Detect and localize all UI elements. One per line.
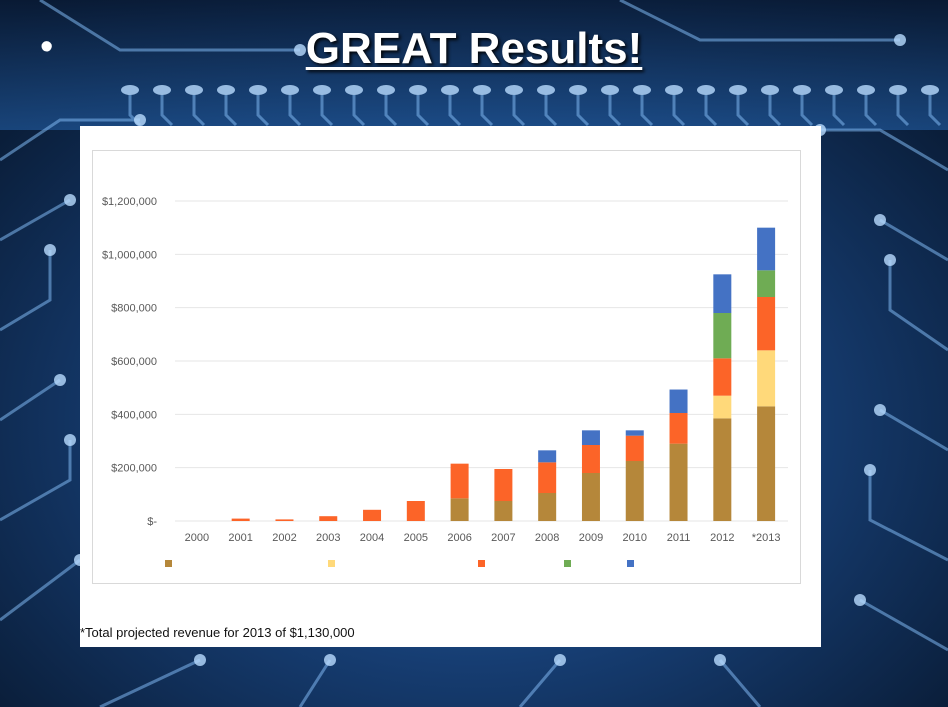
- x-tick-label: 2000: [185, 532, 209, 544]
- bar-segment: [625, 435, 644, 461]
- y-tick-label: $600,000: [111, 356, 157, 368]
- x-tick-label: 2005: [404, 532, 428, 544]
- x-tick-label: 2011: [667, 532, 691, 544]
- x-tick-label: 2008: [535, 532, 559, 544]
- bar-segment: [319, 516, 338, 521]
- bar-segment: [757, 406, 776, 521]
- y-tick-label: $1,200,000: [102, 196, 157, 208]
- bar-segment: [625, 461, 644, 521]
- bar-segment: [494, 469, 513, 501]
- bar-segment: [275, 519, 294, 521]
- bar-segment: [757, 297, 776, 351]
- x-tick-label: 2003: [316, 532, 340, 544]
- x-tick-label: 2007: [491, 532, 515, 544]
- bar-segment: [231, 518, 250, 521]
- legend-swatch: [627, 560, 634, 567]
- bar-segment: [713, 313, 732, 359]
- x-tick-label: *2013: [752, 532, 781, 544]
- bar-segment: [538, 450, 557, 463]
- y-tick-label: $1,000,000: [102, 249, 157, 261]
- x-tick-label: 2004: [360, 532, 384, 544]
- y-tick-label: $200,000: [111, 463, 157, 475]
- bar-segment: [669, 413, 688, 444]
- chart-card: $- $200,000 $400,000 $600,000 $800,000 $1,000…: [80, 126, 821, 647]
- x-tick-label: 2002: [272, 532, 296, 544]
- slide-title: GREAT Results!: [305, 24, 643, 73]
- bar-segment: [713, 395, 732, 419]
- x-tick-label: 2009: [579, 532, 603, 544]
- bar-segment: [450, 463, 469, 499]
- legend-swatch: [564, 560, 571, 567]
- y-tick-label: $-: [147, 516, 157, 528]
- bar-segment: [669, 443, 688, 521]
- chart-footnote: *Total projected revenue for 2013 of $1,…: [80, 625, 355, 640]
- bar-segment: [625, 430, 644, 436]
- legend-swatch: [478, 560, 485, 567]
- bar-segment: [757, 350, 776, 407]
- x-tick-label: 2012: [710, 532, 734, 544]
- legend-swatch: [328, 560, 335, 567]
- bar-segment: [450, 498, 469, 521]
- bar-segment: [406, 501, 425, 521]
- bar-segment: [538, 493, 557, 521]
- y-tick-label: $400,000: [111, 409, 157, 421]
- x-tick-label: 2001: [228, 532, 252, 544]
- bar-segment: [669, 389, 688, 413]
- bar-segment: [581, 430, 600, 445]
- bar-segment: [581, 445, 600, 473]
- bar-segment: [757, 227, 776, 271]
- bar-segment: [713, 358, 732, 396]
- bar-segment: [757, 270, 776, 297]
- bar-segment: [713, 274, 732, 313]
- bar-segment: [538, 462, 557, 493]
- legend-swatch: [165, 560, 172, 567]
- stacked-bar-chart: $- $200,000 $400,000 $600,000 $800,000 $1,000…: [102, 196, 788, 567]
- bar-segment: [713, 418, 732, 521]
- bar-segment: [494, 501, 513, 521]
- chart-frame: $- $200,000 $400,000 $600,000 $800,000 $1,000…: [92, 150, 801, 584]
- bar-segment: [363, 509, 382, 521]
- x-tick-label: 2006: [447, 532, 471, 544]
- slide-bullet: •: [40, 26, 54, 68]
- bar-segment: [581, 473, 600, 521]
- y-tick-label: $800,000: [111, 303, 157, 315]
- x-tick-label: 2010: [623, 532, 647, 544]
